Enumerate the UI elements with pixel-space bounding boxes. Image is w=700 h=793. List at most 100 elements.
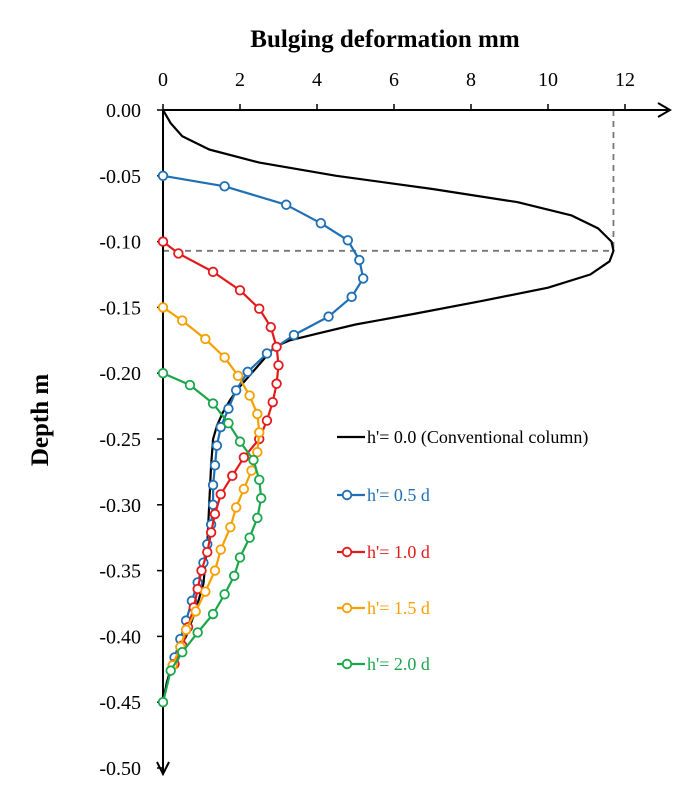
x-axis-title: Bulging deformation mm bbox=[250, 26, 520, 53]
legend-swatch-marker bbox=[341, 602, 353, 614]
legend-item: h'= 1.5 d bbox=[337, 598, 430, 618]
series-group bbox=[157, 109, 615, 708]
data-point bbox=[271, 341, 282, 353]
y-tick-label: -0.45 bbox=[99, 692, 141, 714]
data-point bbox=[200, 586, 211, 597]
data-point bbox=[177, 646, 188, 658]
data-point bbox=[238, 483, 250, 495]
data-point bbox=[177, 315, 188, 326]
series-2 bbox=[157, 236, 284, 670]
data-point bbox=[232, 370, 244, 382]
data-point bbox=[190, 606, 201, 617]
data-point bbox=[315, 217, 327, 229]
data-point bbox=[229, 570, 240, 582]
x-tick-label: 12 bbox=[615, 69, 635, 91]
series-4 bbox=[157, 368, 267, 708]
data-point bbox=[252, 408, 263, 420]
data-point bbox=[238, 452, 250, 463]
data-point bbox=[211, 440, 223, 451]
data-point bbox=[261, 348, 273, 359]
series-line bbox=[161, 109, 615, 703]
data-point bbox=[200, 333, 211, 345]
y-tick-label: -0.15 bbox=[99, 297, 141, 319]
y-tick-label: -0.35 bbox=[99, 561, 141, 583]
data-point bbox=[271, 378, 282, 389]
data-point bbox=[273, 360, 284, 371]
legend-item: h'= 0.5 d bbox=[337, 485, 430, 505]
x-tick-label: 10 bbox=[538, 69, 558, 91]
data-point bbox=[267, 396, 278, 408]
data-point bbox=[265, 321, 277, 333]
legend-swatch-marker bbox=[341, 658, 353, 670]
data-point bbox=[215, 421, 226, 433]
data-point bbox=[207, 266, 219, 278]
data-point bbox=[157, 236, 169, 247]
data-point bbox=[209, 460, 221, 471]
legend-swatch-marker bbox=[341, 489, 353, 501]
data-point bbox=[207, 608, 219, 620]
series-line bbox=[162, 174, 365, 658]
legend-label: h'= 0.0 (Conventional column) bbox=[367, 427, 588, 448]
data-point bbox=[215, 544, 226, 555]
data-point bbox=[205, 527, 217, 538]
data-point bbox=[234, 285, 246, 296]
legend-item: h'= 1.0 d bbox=[337, 542, 430, 562]
y-axis-title: Depth m bbox=[27, 374, 54, 467]
data-point bbox=[248, 454, 259, 466]
data-point bbox=[358, 273, 369, 284]
y-tick-label: -0.10 bbox=[99, 232, 141, 254]
data-point bbox=[223, 403, 234, 414]
x-tick-label: 4 bbox=[312, 69, 322, 91]
data-point bbox=[255, 493, 267, 504]
x-axis-arrow bbox=[657, 102, 672, 118]
y-tick-label: -0.40 bbox=[99, 626, 141, 648]
legend-label: h'= 1.0 d bbox=[367, 542, 430, 562]
series-0 bbox=[161, 109, 615, 703]
x-tick-label: 8 bbox=[466, 69, 476, 91]
data-point bbox=[261, 415, 273, 426]
legend-label: h'= 1.5 d bbox=[367, 598, 430, 618]
y-tick-label: -0.50 bbox=[99, 758, 141, 780]
data-point bbox=[227, 470, 238, 482]
data-point bbox=[157, 697, 169, 708]
x-tick-label: 6 bbox=[389, 69, 399, 91]
data-point bbox=[180, 624, 192, 636]
x-tick-label: 0 bbox=[158, 69, 168, 91]
data-point bbox=[202, 546, 213, 558]
legend-label: h'= 2.0 d bbox=[367, 654, 430, 674]
data-point bbox=[254, 427, 265, 438]
data-point bbox=[230, 502, 242, 513]
series-3 bbox=[157, 302, 265, 671]
data-point bbox=[215, 489, 226, 500]
data-point bbox=[254, 474, 265, 485]
data-point bbox=[230, 385, 242, 396]
data-point bbox=[196, 565, 207, 576]
data-point bbox=[219, 181, 230, 192]
data-point bbox=[242, 366, 253, 378]
data-point bbox=[323, 311, 334, 322]
data-point bbox=[207, 398, 219, 409]
data-point bbox=[209, 565, 221, 576]
data-point bbox=[244, 532, 255, 543]
data-point bbox=[346, 291, 357, 303]
data-point bbox=[165, 665, 176, 676]
data-point bbox=[354, 254, 365, 266]
y-tick-label: -0.25 bbox=[99, 429, 141, 451]
y-axis: 0.00 -0.05 -0.10 -0.15 -0.20 -0.25 -0.30 -0.35 -… bbox=[99, 100, 170, 780]
data-point bbox=[225, 521, 236, 533]
y-tick-label: 0.00 bbox=[106, 100, 141, 122]
data-point bbox=[281, 199, 292, 210]
x-tick-label: 2 bbox=[235, 69, 245, 91]
data-point bbox=[184, 379, 196, 391]
data-point bbox=[157, 302, 169, 313]
data-point bbox=[157, 170, 169, 182]
data-point bbox=[219, 589, 230, 600]
data-point bbox=[244, 390, 255, 401]
series-1 bbox=[157, 170, 369, 663]
data-point bbox=[342, 235, 354, 246]
data-point bbox=[252, 446, 263, 458]
legend: h'= 0.0 (Conventional column) h'= 0.5 d h'… bbox=[337, 427, 588, 674]
reference-lines bbox=[163, 110, 615, 252]
legend-label: h'= 0.5 d bbox=[367, 485, 430, 505]
